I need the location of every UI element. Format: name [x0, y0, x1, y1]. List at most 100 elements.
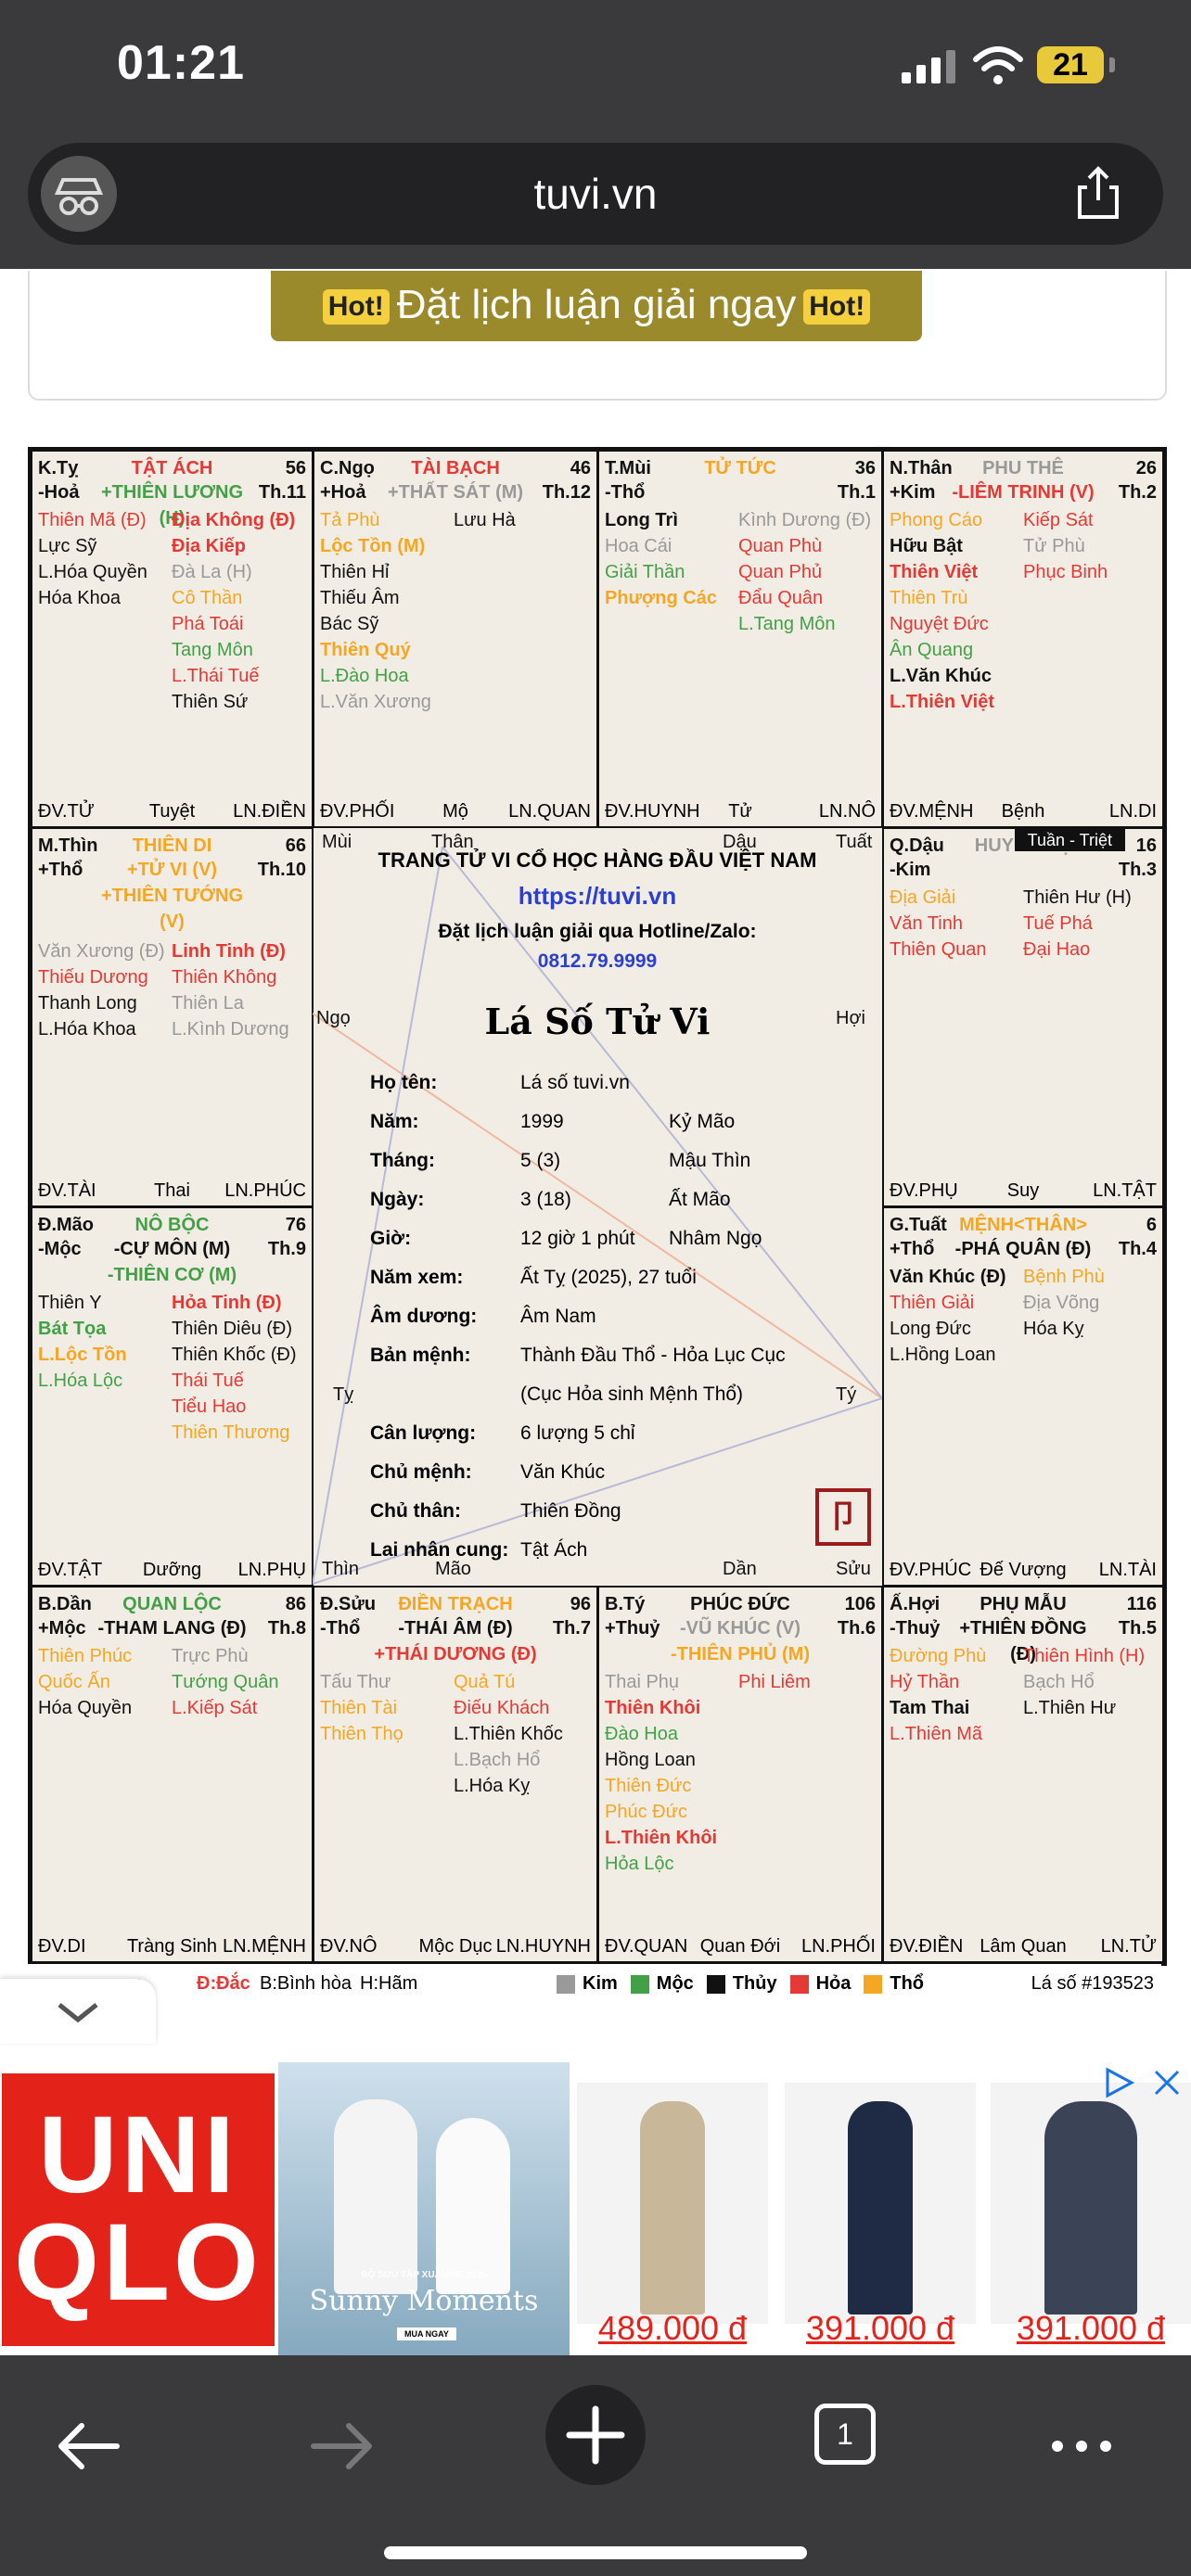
palace-month: Th.5	[1118, 1618, 1157, 1639]
palace-suu[interactable]: Đ.Sửu ĐIỀN TRẠCH 96 -Thổ -THÁI ÂM (Đ) Th.7 +TH…	[313, 1586, 598, 1963]
palace-age: 106	[844, 1594, 876, 1614]
chevron-down-icon	[58, 2003, 98, 2023]
chart-center: Mùi Thân Dậu Tuất Ngọ Hợi Tỵ Tý Thìn Mão…	[313, 828, 882, 1585]
star: L.Hóa Lộc	[38, 1371, 123, 1391]
star: L.Thiên Hư	[1023, 1698, 1117, 1718]
product-card[interactable]	[991, 2083, 1191, 2324]
branch-label: Ngọ	[316, 1008, 351, 1028]
minor-stars-right: Địa Không (Đ) Địa Kiếp Đà La (H) Cô Thần Phá…	[172, 507, 311, 715]
info-row: Âm dương: Âm Nam	[370, 1297, 852, 1336]
star: Thanh Long	[38, 993, 137, 1014]
palace-than[interactable]: N.Thân PHU THÊ 26 +Kim -LIÊM TRINH (V) Th.2 Ph…	[882, 450, 1164, 828]
dai-van: ĐV.TẬT	[38, 1560, 103, 1580]
star: L.Kiếp Sát	[172, 1698, 258, 1718]
palace-thin[interactable]: M.Thìn THIÊN DI 66 +Thổ +TỬ VI (V) Th.10 +THIÊ…	[31, 827, 314, 1207]
main-star: -THAM LANG (Đ)	[97, 1618, 247, 1639]
book-consultation-button[interactable]: Hot! Đặt lịch luận giải ngay Hot!	[271, 271, 922, 341]
dai-van: ĐV.HUYNH	[605, 801, 700, 822]
luu-nien: LN.PHÚC	[224, 1180, 306, 1201]
palace-branch: T.Mùi	[605, 458, 651, 478]
star: Đà La (H)	[172, 562, 252, 582]
model-figure	[436, 2118, 510, 2294]
forward-arrow-icon[interactable]	[304, 2409, 378, 2483]
star: Thiên Việt	[890, 562, 979, 582]
palace-hoi[interactable]: Ấ.Hợi PHỤ MẪU 116 -Thuỷ +THIÊN ĐỒNG (Đ) Th.5 Đ…	[882, 1586, 1164, 1963]
advertisement[interactable]: UNI QLO BỘ SƯU TẬP XUÂN/HÈ 2025 Sunny Mo…	[0, 2060, 1191, 2357]
wifi-icon	[973, 46, 1023, 84]
branch-label: Sửu	[836, 1559, 871, 1579]
palace-footer: ĐV.QUAN Quan Đới LN.PHỐI	[605, 1933, 876, 1959]
product-price[interactable]: 489.000 đ	[597, 2309, 748, 2347]
palace-mui[interactable]: T.Mùi TỬ TỨC 36 -Thổ Th.1 Long Trì Hoa Cái Giải…	[597, 450, 883, 828]
minor-stars-left: Thiên Mã (Đ) Lực Sỹ L.Hóa Quyền Hóa Khoa	[38, 507, 168, 611]
product-price[interactable]: 391.000 đ	[1016, 2309, 1166, 2347]
star: Thiên Giải	[890, 1293, 975, 1313]
element-swatch	[557, 1974, 575, 1994]
star: Thiên Hình (H)	[1023, 1646, 1146, 1666]
life-stage: Mộ	[442, 801, 468, 822]
star: Tả Phù	[320, 510, 380, 530]
star: Địa Võng	[1023, 1293, 1100, 1313]
info-value: Âm Nam	[520, 1306, 596, 1327]
star: Long Đức	[890, 1319, 971, 1339]
star: Thiên Tài	[320, 1698, 398, 1718]
palace-month: Th.1	[837, 482, 876, 503]
branch-label: Dần	[723, 1559, 757, 1579]
info-label: Âm dương:	[370, 1306, 478, 1327]
main-star: -CỰ MÔN (M)	[113, 1239, 231, 1259]
palace-age: 6	[1146, 1215, 1157, 1235]
palace-ti[interactable]: B.Tý PHÚC ĐỨC 106 +Thuỷ -VŨ KHÚC (V) Th.6 -THI…	[597, 1586, 883, 1963]
palace-ty[interactable]: K.Tỵ TẬT ÁCH 56 -Hoả +THIÊN LƯƠNG (H) Th.11 Th…	[31, 450, 314, 828]
main-star: (V)	[160, 912, 185, 932]
close-ad-icon[interactable]	[1148, 2064, 1185, 2101]
palace-element: -Hoả	[38, 482, 80, 503]
palace-tuat[interactable]: G.Tuất MỆNH<THÂN> 6 +Thổ -PHÁ QUÂN (Đ) Th.4 Vă…	[882, 1206, 1164, 1587]
info-label: Tháng:	[370, 1150, 435, 1171]
share-icon[interactable]	[1070, 165, 1126, 221]
palace-dan[interactable]: B.Dần QUAN LỘC 86 +Mộc -THAM LANG (Đ) Th.8 Thi…	[31, 1586, 314, 1963]
life-stage: Mộc Dục	[418, 1936, 493, 1957]
dai-van: ĐV.PHỤ	[890, 1180, 958, 1201]
collapse-ad-button[interactable]	[0, 1979, 156, 2044]
star: Hỏa Lộc	[605, 1854, 674, 1874]
life-stage: Bệnh	[1001, 801, 1045, 822]
star: L.Hồng Loan	[890, 1345, 996, 1365]
more-options-icon[interactable]	[1044, 2409, 1119, 2483]
info-row: Chủ thân: Thiên Đồng	[370, 1492, 852, 1531]
back-arrow-icon[interactable]	[52, 2409, 126, 2483]
product-price[interactable]: 391.000 đ	[805, 2309, 955, 2347]
ad-banner[interactable]: BỘ SƯU TẬP XUÂN/HÈ 2025 Sunny Moments MU…	[278, 2062, 570, 2355]
palace-branch: Q.Dậu	[890, 835, 944, 856]
minor-stars-right: Quả Tú Điếu Khách L.Thiên Khốc L.Bạch Hổ L.H…	[454, 1669, 593, 1799]
incognito-icon[interactable]	[41, 156, 117, 232]
tabs-button[interactable]: 1	[814, 2404, 876, 2465]
url-text: tuvi.vn	[533, 170, 658, 218]
product-card[interactable]	[577, 2083, 768, 2324]
site-url-link[interactable]: https://tuvi.vn	[518, 882, 677, 910]
minor-stars-right: Kiếp Sát Tử Phù Phục Binh	[1023, 507, 1162, 585]
star: Thái Tuế	[172, 1371, 244, 1391]
product-card[interactable]	[785, 2083, 976, 2324]
branch-label: Tỵ	[333, 1384, 354, 1405]
element-swatch	[706, 1974, 725, 1994]
palace-ngo[interactable]: C.Ngọ TÀI BẠCH 46 +Hoả +THẤT SÁT (M) Th.12 Tả …	[313, 450, 598, 828]
element-label: Hỏa	[815, 1973, 852, 1994]
luu-nien: LN.TÀI	[1098, 1560, 1157, 1580]
star: Quả Tú	[454, 1672, 516, 1692]
star: Thiên Khôi	[605, 1698, 701, 1718]
star: Thiên Sứ	[172, 692, 249, 712]
status-bar: 01:21 21	[0, 0, 1191, 137]
palace-month: Th.12	[542, 482, 591, 503]
adchoices-icon[interactable]	[1100, 2064, 1137, 2101]
luu-nien: LN.ĐIỀN	[233, 801, 306, 822]
star: L.Thiên Khôi	[605, 1828, 718, 1848]
minor-stars-left: Đường Phù Hỷ Thần Tam Thai L.Thiên Mã	[890, 1643, 1019, 1747]
star: L.Hóa Quyền	[38, 562, 147, 582]
palace-name: TỬ TỨC	[704, 458, 776, 478]
phone-link[interactable]: 0812.79.9999	[537, 950, 658, 972]
new-tab-button[interactable]	[545, 2385, 646, 2485]
palace-mao[interactable]: Đ.Mão NÔ BỘC 76 -Mộc -CỰ MÔN (M) Th.9 -THIÊN C…	[31, 1206, 314, 1587]
palace-month: Th.4	[1118, 1239, 1157, 1259]
url-field[interactable]: tuvi.vn	[28, 143, 1163, 245]
